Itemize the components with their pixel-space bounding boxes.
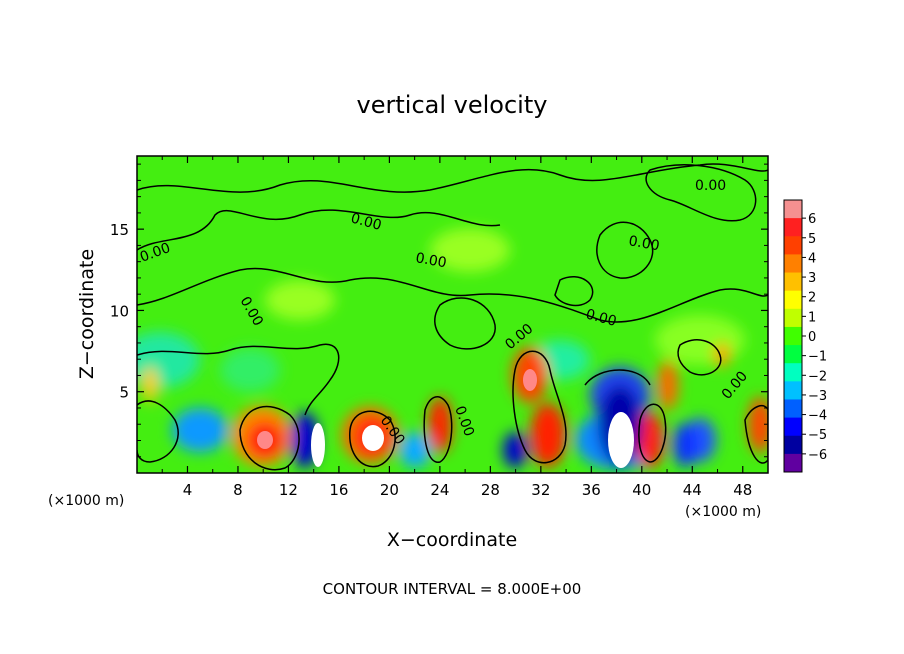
updraft-core xyxy=(362,425,384,451)
contour-line xyxy=(677,339,722,376)
colorbar-swatch xyxy=(784,363,802,382)
contour-line xyxy=(512,350,567,464)
colorbar-swatch xyxy=(784,290,802,310)
contour-label: 0.00 xyxy=(349,210,383,234)
updraft xyxy=(748,397,768,453)
colorbar-swatch xyxy=(784,236,802,255)
colorbar-swatch xyxy=(784,453,802,473)
contour-line xyxy=(349,410,396,468)
y-axis-label: Z−coordinate xyxy=(76,249,98,379)
colorbar-tick-label: −1 xyxy=(808,350,827,365)
updraft-core xyxy=(257,431,273,449)
field-patch xyxy=(220,348,280,392)
colorbar-tick-label: 3 xyxy=(808,271,816,286)
downdraft-core xyxy=(608,412,634,468)
downdraft xyxy=(503,432,527,468)
colorbar-swatch xyxy=(784,308,802,328)
colorbar-tick-label: −4 xyxy=(808,409,827,424)
x-axis-label: X−coordinate xyxy=(387,529,517,551)
colorbar-tick-label: −5 xyxy=(808,428,827,443)
updraft xyxy=(658,360,678,410)
velocity-field xyxy=(137,228,768,470)
contour-line xyxy=(239,405,300,471)
x-tick-label: 40 xyxy=(632,481,651,499)
x-tick-label: 28 xyxy=(481,481,500,499)
x-tick-label: 32 xyxy=(531,481,550,499)
x-tick-label: 4 xyxy=(183,481,193,499)
contour-line xyxy=(137,267,768,323)
y-axis-ticks: 5 10 15 xyxy=(110,163,768,458)
contour-line xyxy=(584,369,651,386)
x-tick-label: 36 xyxy=(582,481,601,499)
colorbar-swatch xyxy=(784,218,802,237)
colorbar-swatch xyxy=(784,399,802,419)
field-patch xyxy=(172,408,228,452)
field-patch xyxy=(137,332,200,388)
contour-line xyxy=(638,403,667,463)
x-tick-label: 24 xyxy=(430,481,449,499)
contour-line xyxy=(554,276,594,307)
colorbar-tick-label: −2 xyxy=(808,369,827,384)
x-unit-label-left: (×1000 m) xyxy=(48,493,124,509)
contour-label: 0.00 xyxy=(627,233,660,254)
colorbar-swatch xyxy=(784,254,802,274)
y-tick-label: 15 xyxy=(110,221,129,239)
colorbar-tick-label: 4 xyxy=(808,251,816,266)
contour-line xyxy=(744,404,768,464)
plot-area: 0.00 0.00 0.00 0.00 0.00 0.00 0.00 0.00 … xyxy=(136,155,769,474)
colorbar-swatch xyxy=(784,417,802,437)
updraft xyxy=(142,367,158,403)
updraft-core xyxy=(523,369,537,391)
contour-line xyxy=(137,209,501,251)
contour-label: 0.00 xyxy=(695,178,726,194)
contour-line xyxy=(137,400,179,463)
x-unit-label-right: (×1000 m) xyxy=(685,504,761,520)
x-tick-label: 12 xyxy=(279,481,298,499)
colorbar-tick-label: 5 xyxy=(808,232,816,247)
field-patch xyxy=(430,228,510,272)
contour-line xyxy=(596,221,654,279)
colorbar-swatch xyxy=(784,381,802,400)
colorbar-swatch xyxy=(784,326,802,346)
contour-label: 0.00 xyxy=(584,306,618,330)
contour-line xyxy=(645,164,757,222)
downdraft xyxy=(673,423,697,467)
plot-frame xyxy=(136,155,769,474)
contour-lines xyxy=(137,163,768,471)
field-patch xyxy=(399,432,431,468)
colorbar-swatch xyxy=(784,435,802,455)
colorbar-tick-label: −6 xyxy=(808,448,827,463)
x-tick-label: 44 xyxy=(683,481,702,499)
updraft xyxy=(530,403,566,467)
colorbar: 6 5 4 3 2 1 0 −1 −2 −3 −4 −5 −6 xyxy=(783,199,827,473)
y-tick-label: 10 xyxy=(110,302,129,320)
contour-label: 0.00 xyxy=(414,250,447,271)
contour-line xyxy=(137,343,340,416)
colorbar-swatch xyxy=(784,272,802,292)
x-tick-label: 16 xyxy=(329,481,348,499)
x-tick-label: 48 xyxy=(733,481,752,499)
contour-interval-footer: CONTOUR INTERVAL = 8.000E+00 xyxy=(323,580,582,598)
colorbar-tick-label: 6 xyxy=(808,212,816,227)
colorbar-tick-label: 2 xyxy=(808,291,816,306)
colorbar-tick-label: 1 xyxy=(808,310,816,325)
downdraft-core xyxy=(311,423,325,467)
colorbar-tick-label: −3 xyxy=(808,389,827,404)
contour-line xyxy=(423,396,453,463)
x-tick-label: 8 xyxy=(233,481,243,499)
y-tick-label: 5 xyxy=(119,384,129,402)
colorbar-swatch xyxy=(784,345,802,364)
x-tick-label: 20 xyxy=(380,481,399,499)
updraft xyxy=(714,343,730,367)
colorbar-tick-label: 0 xyxy=(808,330,816,345)
colorbar-swatch xyxy=(784,200,802,219)
x-axis-ticks: 4 8 12 16 20 24 28 32 36 40 44 48 xyxy=(161,156,752,499)
chart-title: vertical velocity xyxy=(357,91,548,119)
contour-line xyxy=(434,297,496,350)
updraft xyxy=(428,397,452,453)
updraft xyxy=(636,412,664,468)
field-patch xyxy=(265,280,335,320)
